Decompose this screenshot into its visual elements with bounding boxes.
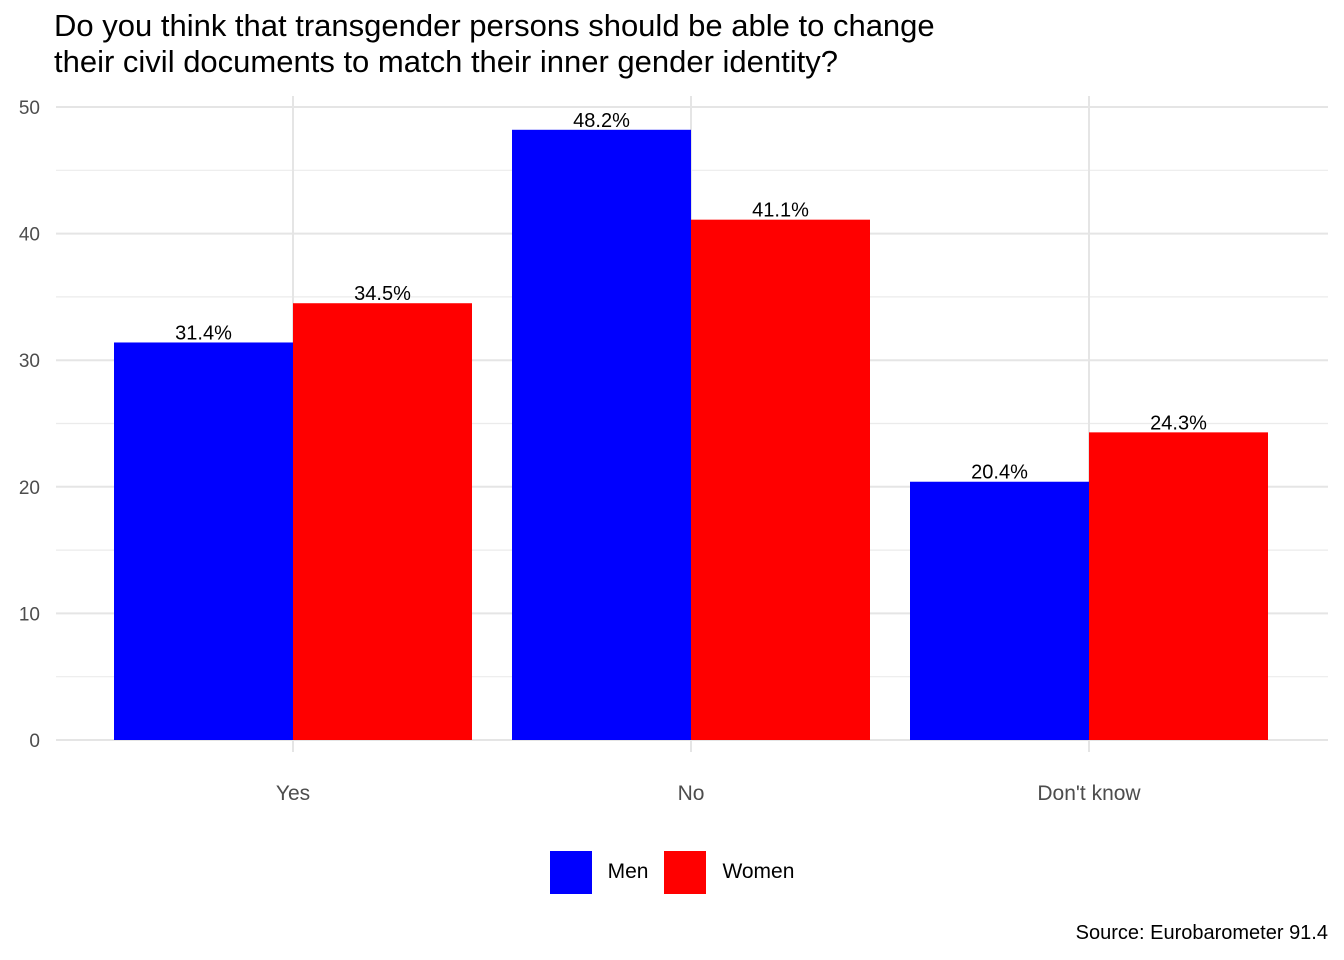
legend-label-men: Men	[607, 860, 649, 883]
bar-label: 41.1%	[752, 200, 809, 222]
legend-label-women: Women	[722, 860, 795, 883]
y-axis-ticks: 0 10 20 30 40 50	[19, 98, 40, 752]
chart-title-line-1: Do you think that transgender persons sh…	[54, 8, 935, 43]
y-tick-label: 20	[19, 478, 40, 499]
bar-label: 31.4%	[175, 322, 232, 344]
bar-men-1	[114, 342, 293, 740]
legend-item-men: Men	[549, 850, 649, 894]
x-tick-label: Don't know	[1037, 782, 1141, 805]
chart-title-line-2: their civil documents to match their inn…	[54, 44, 839, 79]
bar-label: 24.3%	[1150, 412, 1207, 434]
legend-key-men	[549, 850, 592, 894]
x-axis-ticks: Yes No Don't know	[276, 782, 1142, 805]
bar-labels: 31.4% 34.5% 48.2% 41.1% 20.4% 24.3%	[175, 110, 1207, 484]
legend-key-women	[664, 850, 707, 894]
y-tick-label: 30	[19, 351, 40, 372]
y-tick-label: 40	[19, 225, 40, 246]
bar-women-2	[691, 219, 870, 740]
y-tick-label: 0	[29, 731, 40, 752]
legend-item-women: Women	[664, 850, 795, 894]
bar-label: 48.2%	[573, 110, 630, 132]
bar-men-3	[910, 481, 1089, 740]
bar-women-1	[293, 303, 472, 740]
bars	[114, 129, 1268, 741]
y-tick-label: 10	[19, 604, 40, 625]
y-tick-label: 50	[19, 98, 40, 119]
bar-men-2	[512, 129, 691, 741]
bar-label: 20.4%	[971, 462, 1028, 484]
chart-title: Do you think that transgender persons sh…	[54, 8, 1254, 80]
source-caption: Source: Eurobarometer 91.4	[1075, 922, 1328, 944]
x-tick-label: Yes	[276, 782, 310, 805]
legend: Men Women	[0, 848, 1344, 896]
bar-label: 34.5%	[354, 283, 411, 305]
bar-women-3	[1089, 432, 1268, 740]
x-tick-label: No	[678, 782, 705, 805]
